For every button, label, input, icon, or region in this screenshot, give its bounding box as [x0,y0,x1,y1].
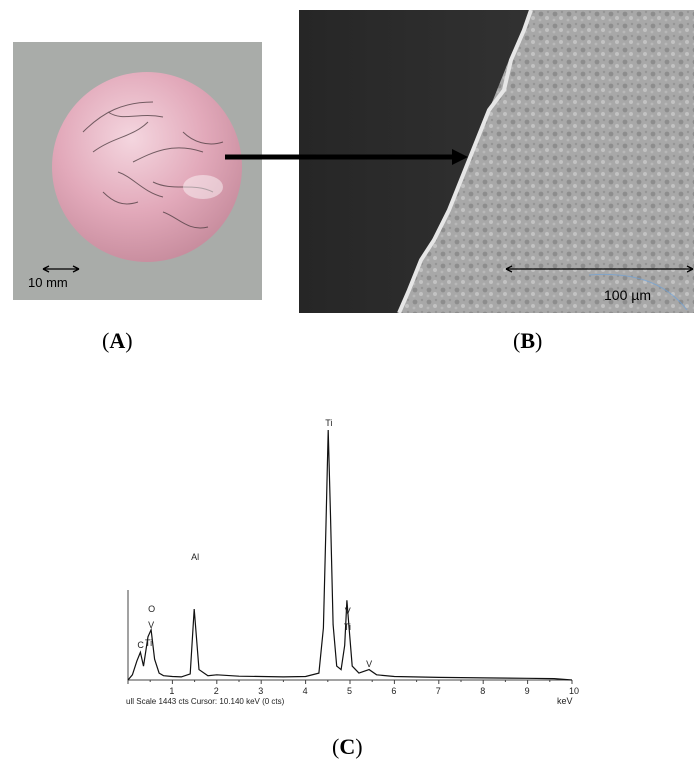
coating-surface [399,10,694,313]
scale-label-b: 100 µm [604,287,651,303]
peak-label: Ti [325,418,332,428]
peak-label: V [148,620,154,630]
peak-label: Ti [145,638,152,648]
caption-b: (B) [513,328,543,353]
peak-label: C [137,640,144,650]
sphere [52,72,242,262]
scale-bar-a [42,265,80,273]
surface-scratches [82,101,224,229]
x-tick-label: 3 [258,686,263,696]
x-tick-label: 6 [391,686,396,696]
peak-label: O [148,604,155,614]
x-tick-label: 4 [303,686,308,696]
caption-c: (C) [332,734,363,759]
spectrum-line [127,429,573,681]
peak-label: Al [191,552,199,562]
x-tick-label: 9 [525,686,530,696]
sem-illustration [299,10,694,313]
x-axis-label: keV [557,696,573,706]
scale-label-a: 10 mm [28,275,68,290]
x-tick-label: 2 [214,686,219,696]
x-ticks: 1 2 3 4 5 6 7 8 9 10 [127,680,579,696]
x-tick-label: 1 [169,686,174,696]
peak-label: V [345,606,351,616]
coating-edge [397,10,533,313]
sphere-photo [13,42,262,300]
peak-label: Ti [344,622,351,632]
x-tick-label: 7 [436,686,441,696]
sem-micrograph [299,10,694,313]
x-tick-label: 10 [569,686,579,696]
x-tick-label: 8 [480,686,485,696]
peak-label: V [366,659,372,669]
caption-a: (A) [102,328,133,353]
x-tick-label: 5 [347,686,352,696]
sphere-illustration [13,42,262,300]
scale-bar-b [505,265,694,273]
spectrum-footer: ull Scale 1443 cts Cursor: 10.140 keV (0… [126,697,285,706]
